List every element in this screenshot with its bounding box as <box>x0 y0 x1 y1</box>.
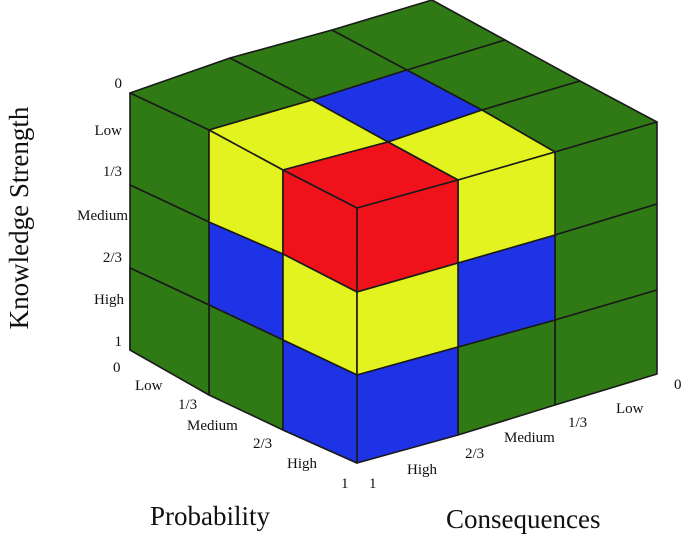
probability-tick-1-3: 1/3 <box>178 397 197 413</box>
consequences-tick-2-3: 2/3 <box>465 446 484 462</box>
knowledge-tick-medium: Medium <box>77 208 128 224</box>
consequences-tick-0: 0 <box>674 377 682 393</box>
knowledge-tick-0: 0 <box>115 76 123 92</box>
blue-block-bottom-left <box>282 339 358 464</box>
knowledge-strength-axis-title: Knowledge Strength <box>4 106 34 329</box>
probability-tick-high: High <box>287 456 318 472</box>
probability-tick-2-3: 2/3 <box>253 436 272 452</box>
probability-axis-title: Probability <box>150 501 270 531</box>
probability-tick-1: 1 <box>341 476 349 492</box>
knowledge-tick-1-3: 1/3 <box>103 164 122 180</box>
consequences-axis-title: Consequences <box>446 504 600 534</box>
left-face-row3-col1b <box>129 267 210 396</box>
consequences-tick-medium: Medium <box>504 430 555 446</box>
knowledge-tick-high: High <box>94 292 125 308</box>
consequences-tick-high: High <box>407 462 438 478</box>
knowledge-tick-2-3: 2/3 <box>103 250 122 266</box>
probability-tick-low: Low <box>135 378 163 394</box>
knowledge-tick-1: 1 <box>115 334 123 350</box>
consequences-tick-1: 1 <box>369 476 377 492</box>
cube-faces <box>129 0 658 464</box>
probability-tick-medium: Medium <box>187 418 238 434</box>
consequences-tick-1-3: 1/3 <box>568 415 587 431</box>
knowledge-tick-low: Low <box>95 123 123 139</box>
consequences-tick-low: Low <box>616 401 644 417</box>
probability-tick-0: 0 <box>113 360 121 376</box>
